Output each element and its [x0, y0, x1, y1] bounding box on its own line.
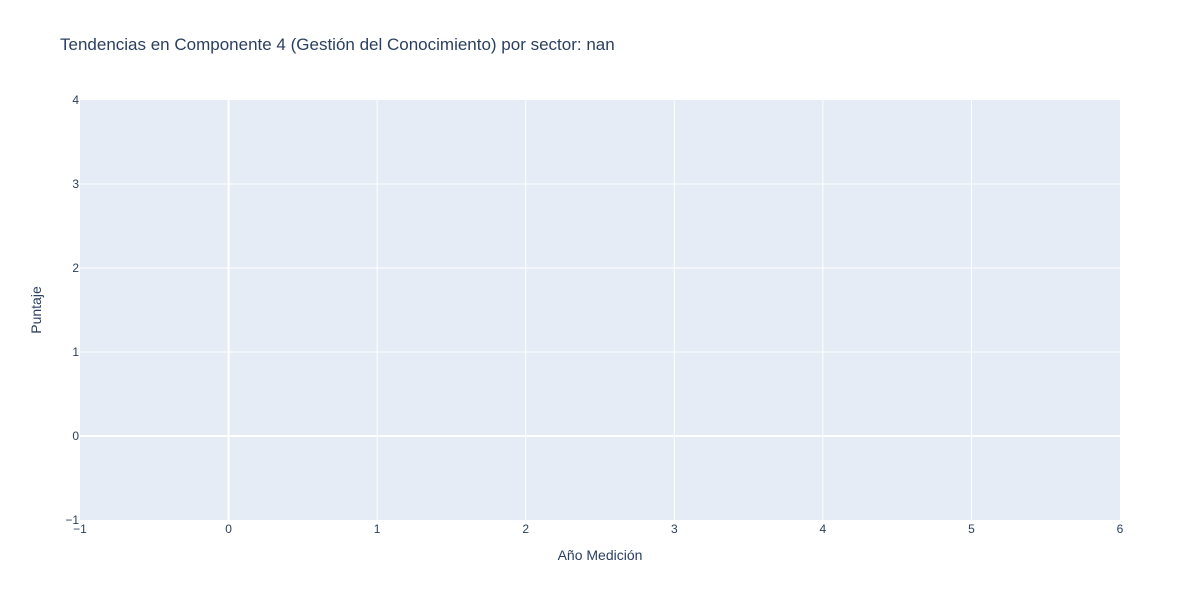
y-tick-label: 3	[72, 177, 79, 191]
x-tick-label: 5	[968, 522, 975, 536]
y-tick-label: −1	[65, 513, 79, 527]
plot-area[interactable]	[80, 100, 1120, 520]
grid-lines	[80, 100, 1120, 520]
x-tick-label: 3	[671, 522, 678, 536]
y-tick-label: 2	[72, 261, 79, 275]
x-tick-label: 2	[522, 522, 529, 536]
x-tick-label: 6	[1117, 522, 1124, 536]
y-axis-title: Puntaje	[28, 286, 44, 334]
y-tick-label: 4	[72, 93, 79, 107]
x-tick-label: −1	[73, 522, 87, 536]
y-tick-label: 0	[72, 429, 79, 443]
chart-title: Tendencias en Componente 4 (Gestión del …	[60, 35, 615, 54]
x-axis-title: Año Medición	[558, 547, 643, 563]
x-tick-label: 0	[225, 522, 232, 536]
x-tick-label: 4	[820, 522, 827, 536]
x-tick-label: 1	[374, 522, 381, 536]
x-axis-ticks: −1 0 1 2 3 4 5 6	[73, 522, 1124, 536]
y-tick-label: 1	[72, 345, 79, 359]
y-axis-ticks: −1 0 1 2 3 4	[65, 93, 79, 527]
